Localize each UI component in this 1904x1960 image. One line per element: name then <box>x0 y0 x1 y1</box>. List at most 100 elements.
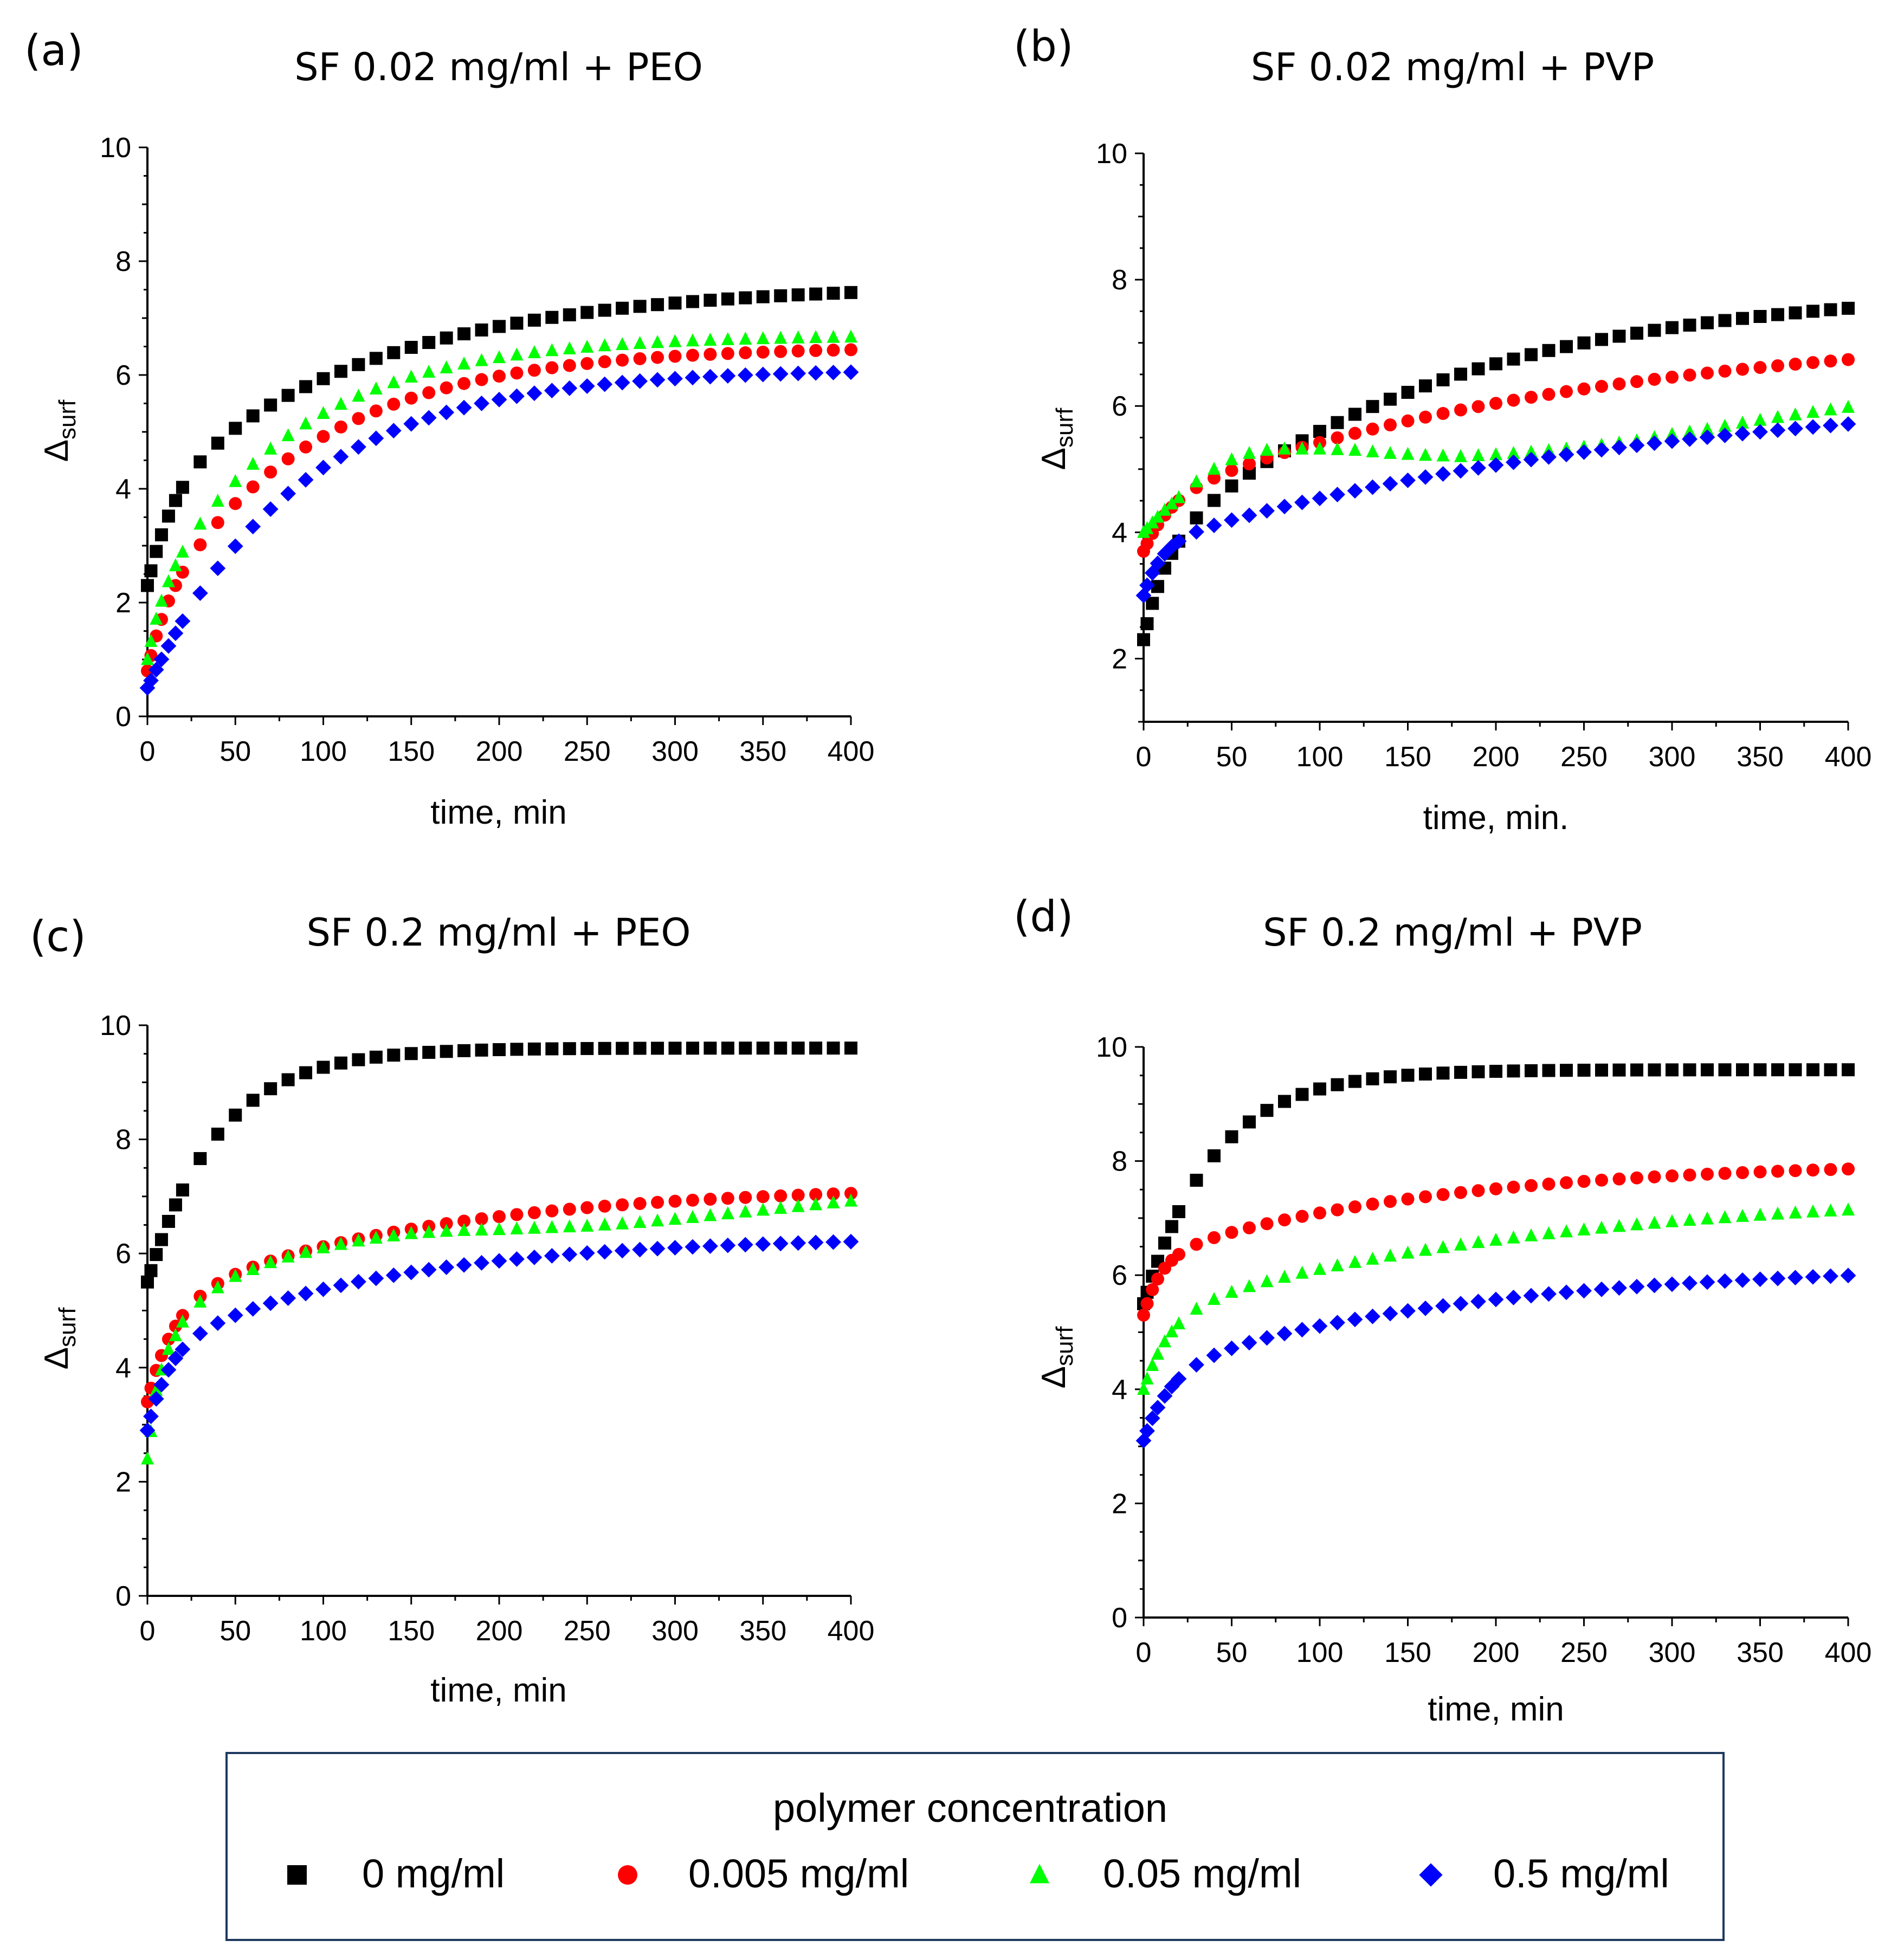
panel-c-point <box>561 1246 578 1263</box>
panel-c-point <box>774 1189 788 1202</box>
panel-d-point <box>1576 1283 1592 1299</box>
panel-d-point <box>1734 1272 1751 1288</box>
panel-d-point <box>1140 1297 1154 1310</box>
panel-d-point <box>1190 1238 1203 1251</box>
panel-c-point <box>176 1314 189 1328</box>
panel-c-point <box>651 1195 664 1209</box>
panel-d-point <box>1313 1206 1326 1220</box>
panel-c-point <box>668 1194 682 1208</box>
panel-d-xtick-label: 400 <box>1825 1637 1872 1668</box>
panel-b-point <box>1752 424 1768 440</box>
panel-d-point <box>1366 1072 1379 1085</box>
panel-d-point <box>1454 1237 1467 1251</box>
panel-a-xtick-label: 350 <box>739 736 786 767</box>
panel-b-point <box>1771 308 1784 321</box>
panel-d-plot: 0 50 100 150 200 250 300 350 400 0 2 4 6 8 10 <box>1096 1032 1871 1668</box>
panel-c-point <box>563 1219 576 1233</box>
panel-a-point <box>844 286 857 299</box>
panel-b-point <box>1436 373 1450 386</box>
panel-a-point <box>703 294 717 307</box>
panel-a-point <box>633 336 647 349</box>
legend-label-circle: 0.005 mg/ml <box>688 1851 909 1896</box>
panel-b-point <box>1612 377 1626 391</box>
panel-b-point <box>1824 402 1837 416</box>
panel-a-point <box>668 350 682 363</box>
panel-a-xtick-label: 200 <box>476 736 523 767</box>
panel-d-point <box>1824 1063 1837 1077</box>
panel-c-point <box>144 1264 158 1277</box>
panel-c-point <box>493 1222 506 1235</box>
legend-marker-diamond <box>1419 1863 1443 1887</box>
panel-d-point <box>1541 1286 1557 1302</box>
panel-d-point <box>1560 1064 1573 1077</box>
panel-b-point <box>1771 359 1784 373</box>
panel-c-ytick-label: 0 <box>115 1581 131 1612</box>
panel-b-point <box>1137 633 1150 646</box>
panel-d-point <box>1208 1149 1221 1162</box>
panel-d-point <box>1435 1298 1451 1314</box>
panel-d-point <box>1347 1311 1363 1328</box>
panel-a-point <box>154 593 168 607</box>
panel-c-point <box>352 1053 365 1066</box>
legend-marker-square <box>287 1865 307 1885</box>
panel-d-point <box>1260 1217 1274 1231</box>
panel-d-point <box>1172 1205 1185 1218</box>
panel-a-point <box>193 516 207 530</box>
panel-a-point <box>580 357 594 370</box>
panel-a-point <box>246 409 260 423</box>
panel-c-point <box>246 1262 260 1275</box>
panel-b-point <box>1787 421 1803 437</box>
panel-d-point <box>1507 1180 1520 1194</box>
panel-c-point <box>721 1192 734 1205</box>
panel-c-point <box>264 1082 277 1096</box>
panel-d-point <box>1789 1164 1802 1178</box>
panel-b-point <box>1560 340 1573 353</box>
panel-d-point <box>1736 1063 1749 1077</box>
panel-b-point <box>1612 329 1626 343</box>
panel-d-point <box>1172 1316 1185 1330</box>
panel-b-ylabel-main: Δ <box>1035 448 1073 470</box>
panel-d-point <box>1190 1174 1203 1187</box>
panel-b-point <box>1241 507 1257 523</box>
panel-c-point <box>616 1042 629 1055</box>
panel-a-point <box>192 585 208 601</box>
panel-a-point <box>843 364 859 380</box>
panel-c-point <box>139 1422 156 1439</box>
panel-d-point <box>1823 1268 1838 1284</box>
panel-d-point <box>1683 1168 1696 1182</box>
panel-c-point <box>791 1188 805 1202</box>
panel-a-point <box>457 377 471 390</box>
panel-b-point <box>1753 309 1767 323</box>
panel-a-point <box>162 509 175 523</box>
panel-c-point <box>721 1042 734 1055</box>
panel-c-xlabel: time, min <box>430 1672 566 1709</box>
panel-b-point <box>1243 457 1256 471</box>
panel-c-point <box>422 1225 436 1238</box>
panel-d-point <box>1593 1281 1610 1297</box>
panel-d-point <box>1384 1070 1397 1084</box>
panel-d-ytick-label: 10 <box>1096 1032 1127 1063</box>
panel-c-point <box>739 1191 752 1204</box>
panel-b-point <box>1541 449 1557 465</box>
panel-b-point <box>1595 380 1608 393</box>
panel-b-point <box>1682 431 1698 447</box>
panel-a-point <box>141 579 154 592</box>
panel-b-point <box>1717 428 1733 443</box>
panel-a-point <box>438 404 455 421</box>
panel-b-point <box>1189 524 1204 540</box>
panel-c-point <box>298 1285 314 1302</box>
panel-b-title: SF 0.02 mg/ml + PVP <box>1251 45 1654 89</box>
panel-b-point <box>1753 412 1767 426</box>
panel-d-xtick-label: 150 <box>1384 1637 1431 1668</box>
panel-d-point <box>1629 1278 1645 1295</box>
panel-a-point <box>229 474 242 487</box>
panel-b-ytick-label: 10 <box>1096 138 1127 170</box>
panel-b-point <box>1593 442 1610 458</box>
panel-d-point <box>1401 1069 1415 1082</box>
panel-b-point <box>1139 577 1155 593</box>
panel-d-point <box>1666 1169 1679 1183</box>
panel-c-xtick-label: 50 <box>220 1615 251 1647</box>
panel-d-xtick-label: 350 <box>1737 1637 1784 1668</box>
panel-a-point <box>246 456 260 470</box>
panel-b-point <box>1523 451 1539 468</box>
